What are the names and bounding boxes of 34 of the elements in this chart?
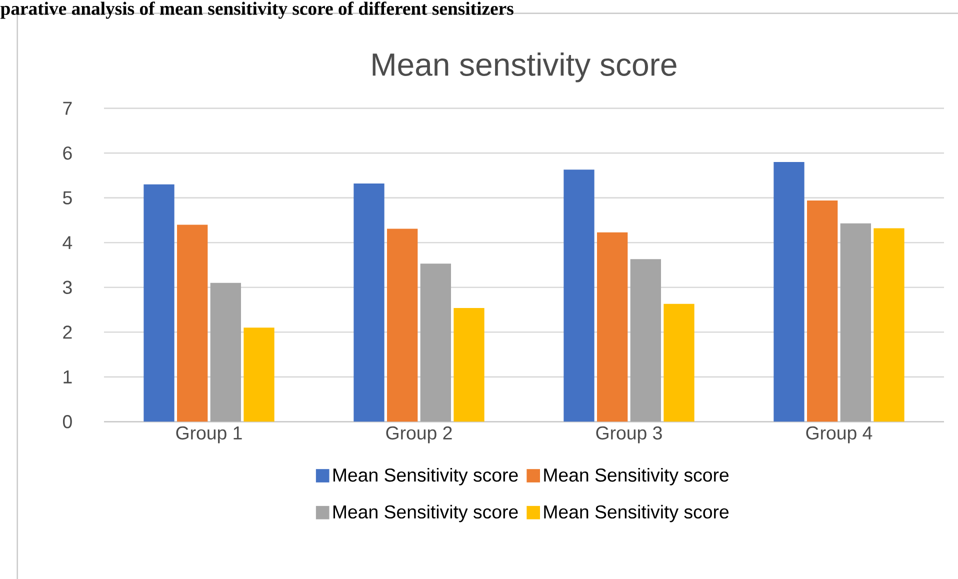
legend-label: Mean Sensitivity score — [544, 504, 729, 522]
legend-label: Mean Sensitivity score — [333, 504, 518, 522]
bar — [774, 162, 804, 422]
bar — [454, 308, 484, 422]
y-tick-label: 2 — [63, 326, 72, 339]
y-tick-label: 0 — [62, 415, 72, 428]
bar — [874, 228, 904, 422]
y-tick-label: 6 — [63, 146, 72, 160]
y-tick-label: 3 — [62, 280, 72, 294]
y-tick-label: 1 — [64, 370, 72, 384]
y-tick-label: 4 — [62, 236, 72, 250]
bar — [630, 259, 661, 422]
text: parative analysis of mean sensitivity score of different sensitizers — [0, 2, 514, 19]
bar — [144, 184, 174, 422]
legend-label: Mean Sensitivity score — [544, 468, 729, 486]
bar — [244, 328, 274, 422]
bar — [387, 228, 418, 422]
chart-title: Mean senstivity score — [372, 52, 676, 82]
bar — [806, 200, 838, 422]
y-tick-label: 5 — [63, 191, 72, 204]
x-tick-label: Group 3 — [596, 426, 662, 444]
bar — [177, 224, 208, 422]
bar — [420, 264, 452, 422]
bar — [210, 282, 242, 422]
x-tick-label: Group 1 — [176, 426, 242, 444]
bar — [564, 170, 594, 422]
legend-label: Mean Sensitivity score — [333, 468, 518, 486]
y-tick-label: 7 — [63, 102, 72, 115]
x-tick-label: Group 4 — [806, 426, 872, 444]
x-tick-label: Group 2 — [386, 426, 452, 444]
bar — [664, 304, 694, 422]
bar — [840, 223, 871, 422]
bar — [354, 184, 384, 422]
bar — [597, 232, 628, 422]
